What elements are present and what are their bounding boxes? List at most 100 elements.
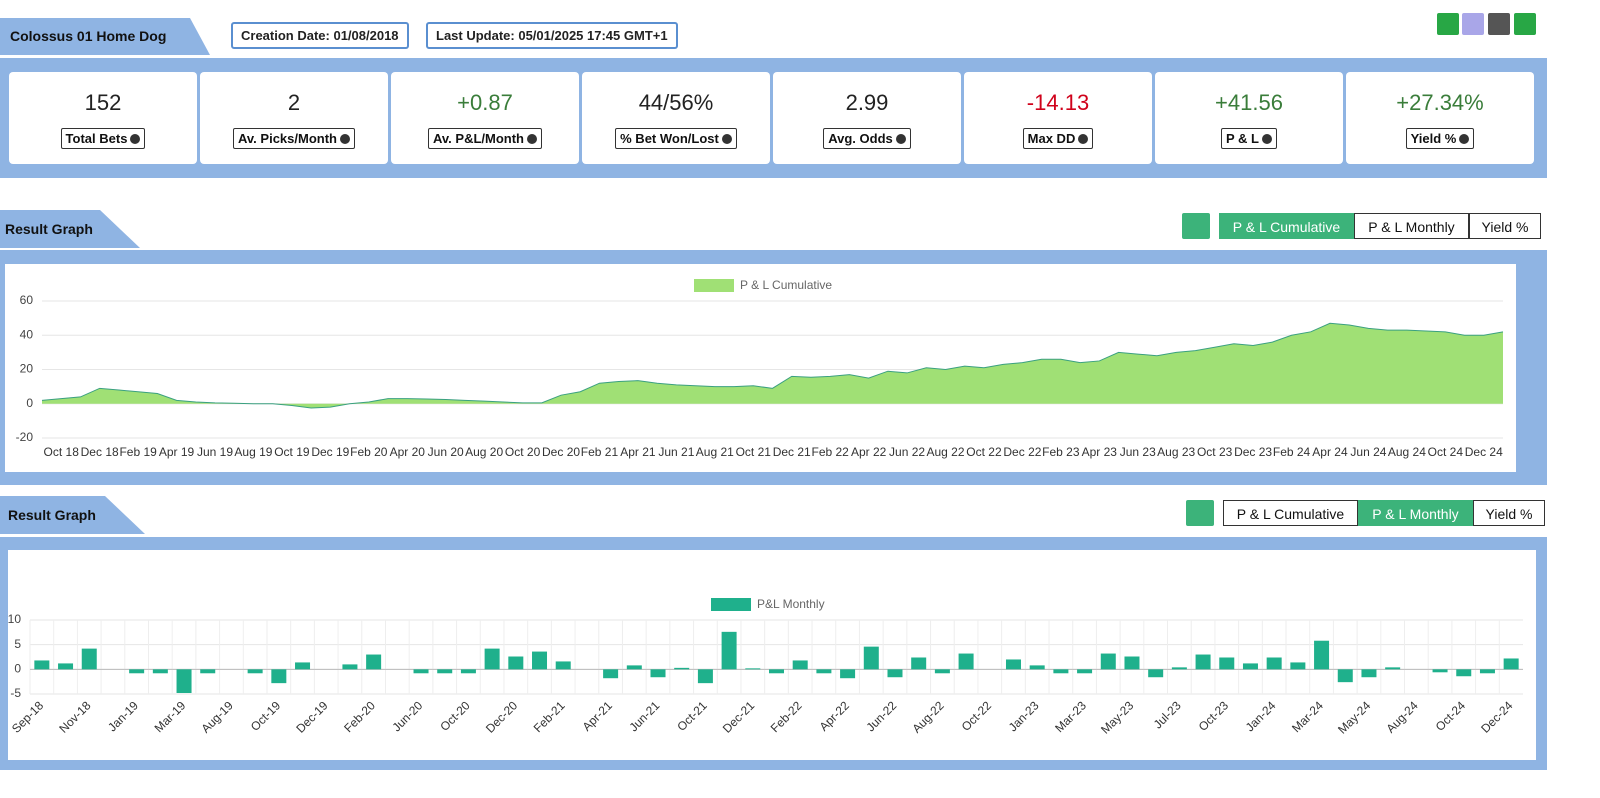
stat-label-text: Av. Picks/Month (238, 131, 337, 146)
x-tick-label: Mar-19 (152, 698, 189, 735)
x-tick-label: Dec 20 (542, 445, 580, 459)
x-tick-label: Apr 22 (851, 445, 887, 459)
x-tick-label: Jan-23 (1006, 698, 1042, 734)
x-tick-label: Jun 23 (1120, 445, 1156, 459)
stat-label: P & L (1221, 128, 1277, 149)
tab-button[interactable]: Yield % (1469, 213, 1541, 239)
stat-card: 44/56% % Bet Won/Lost (582, 72, 770, 164)
tab-button[interactable]: Yield % (1473, 500, 1545, 526)
y-tick-label: 20 (20, 362, 34, 376)
x-tick-label: Apr 20 (390, 445, 426, 459)
bar (34, 660, 50, 670)
info-icon[interactable] (339, 134, 350, 144)
info-icon[interactable] (721, 134, 732, 144)
bar (1195, 654, 1211, 670)
x-tick-label: Aug 23 (1157, 445, 1195, 459)
bar (437, 669, 453, 674)
section-title: Result Graph (8, 507, 96, 523)
stat-label-text: P & L (1226, 131, 1259, 146)
x-tick-label: Dec 18 (81, 445, 119, 459)
x-tick-label: Feb-21 (531, 698, 568, 735)
tab-button[interactable]: P & L Monthly (1354, 213, 1469, 239)
bar (603, 669, 619, 679)
icon-button[interactable] (1462, 13, 1484, 35)
stat-label-text: Yield % (1410, 131, 1457, 146)
page-title: Colossus 01 Home Dog (10, 28, 167, 44)
last-update: Last Update: 05/01/2025 17:45 GMT+1 (426, 22, 678, 49)
bar (1171, 667, 1187, 670)
section-tab (0, 210, 140, 248)
x-tick-label: Nov-18 (56, 698, 93, 735)
info-icon[interactable] (130, 134, 141, 144)
bar (247, 669, 263, 674)
area (42, 323, 1503, 409)
section-title: Result Graph (5, 221, 93, 237)
bar (1266, 657, 1282, 670)
bar (1148, 669, 1164, 678)
stat-card: +41.56 P & L (1155, 72, 1343, 164)
bar (1100, 653, 1116, 670)
stat-label-text: % Bet Won/Lost (620, 131, 719, 146)
bar (1242, 663, 1258, 670)
x-tick-label: Dec-20 (483, 698, 520, 735)
info-icon[interactable] (1262, 134, 1272, 144)
bar (769, 669, 784, 674)
x-tick-label: Apr 24 (1312, 445, 1348, 459)
x-tick-label: Aug 22 (926, 445, 964, 459)
bar (1053, 669, 1069, 674)
bar (934, 669, 950, 674)
x-tick-label: Apr 21 (620, 445, 656, 459)
stat-value: +27.34% (1396, 90, 1484, 115)
legend-swatch (694, 279, 734, 292)
stat-card: +27.34% Yield % (1346, 72, 1534, 164)
stat-label: Av. P&L/Month (428, 128, 542, 149)
x-tick-label: Oct 19 (274, 445, 310, 459)
icon-button[interactable] (1514, 13, 1536, 35)
stat-value: +0.87 (457, 90, 513, 115)
info-icon[interactable] (1078, 134, 1089, 144)
stat-label-text: Total Bets (65, 131, 128, 146)
x-tick-label: Feb 22 (811, 445, 849, 459)
stat-label: Total Bets (60, 128, 146, 149)
legend-label: P & L Cumulative (740, 278, 832, 292)
bar (295, 662, 311, 670)
x-tick-label: Aug-19 (199, 698, 236, 735)
tab-button[interactable]: P & L Cumulative (1219, 213, 1354, 239)
chart-area (8, 550, 1536, 760)
bar (1219, 657, 1235, 670)
bar (840, 669, 856, 679)
bar (958, 653, 974, 670)
bar (674, 667, 690, 670)
x-tick-label: Apr 23 (1082, 445, 1118, 459)
tab-button[interactable]: P & L Monthly (1358, 500, 1473, 526)
download-button[interactable] (1182, 213, 1210, 239)
bar (626, 665, 642, 670)
bar (1314, 640, 1330, 670)
info-icon[interactable] (527, 134, 537, 144)
tab-button[interactable]: P & L Cumulative (1223, 500, 1358, 526)
x-tick-label: Aug 21 (696, 445, 734, 459)
bar (176, 669, 192, 694)
icon-button[interactable] (1437, 13, 1459, 35)
y-tick-label: 60 (20, 293, 34, 307)
icon-button[interactable] (1488, 13, 1510, 35)
bar (508, 656, 524, 670)
x-tick-label: Feb 24 (1273, 445, 1311, 459)
x-tick-label: Apr-21 (580, 698, 616, 734)
x-tick-label: Jan-24 (1243, 698, 1279, 734)
y-tick-label: 0 (26, 396, 33, 410)
x-tick-label: Oct-24 (1433, 698, 1469, 734)
creation-date: Creation Date: 01/08/2018 (231, 22, 409, 49)
bar (271, 669, 287, 684)
bar (1290, 662, 1306, 670)
bar (342, 664, 358, 670)
info-icon[interactable] (895, 134, 906, 144)
x-tick-label: Aug-24 (1383, 698, 1420, 735)
download-button[interactable] (1186, 500, 1214, 526)
stat-card: 152 Total Bets (9, 72, 197, 164)
bar (745, 668, 761, 670)
x-tick-label: Jun 24 (1350, 445, 1386, 459)
bar (1479, 669, 1495, 674)
bar (1456, 669, 1472, 677)
info-icon[interactable] (1459, 134, 1470, 144)
